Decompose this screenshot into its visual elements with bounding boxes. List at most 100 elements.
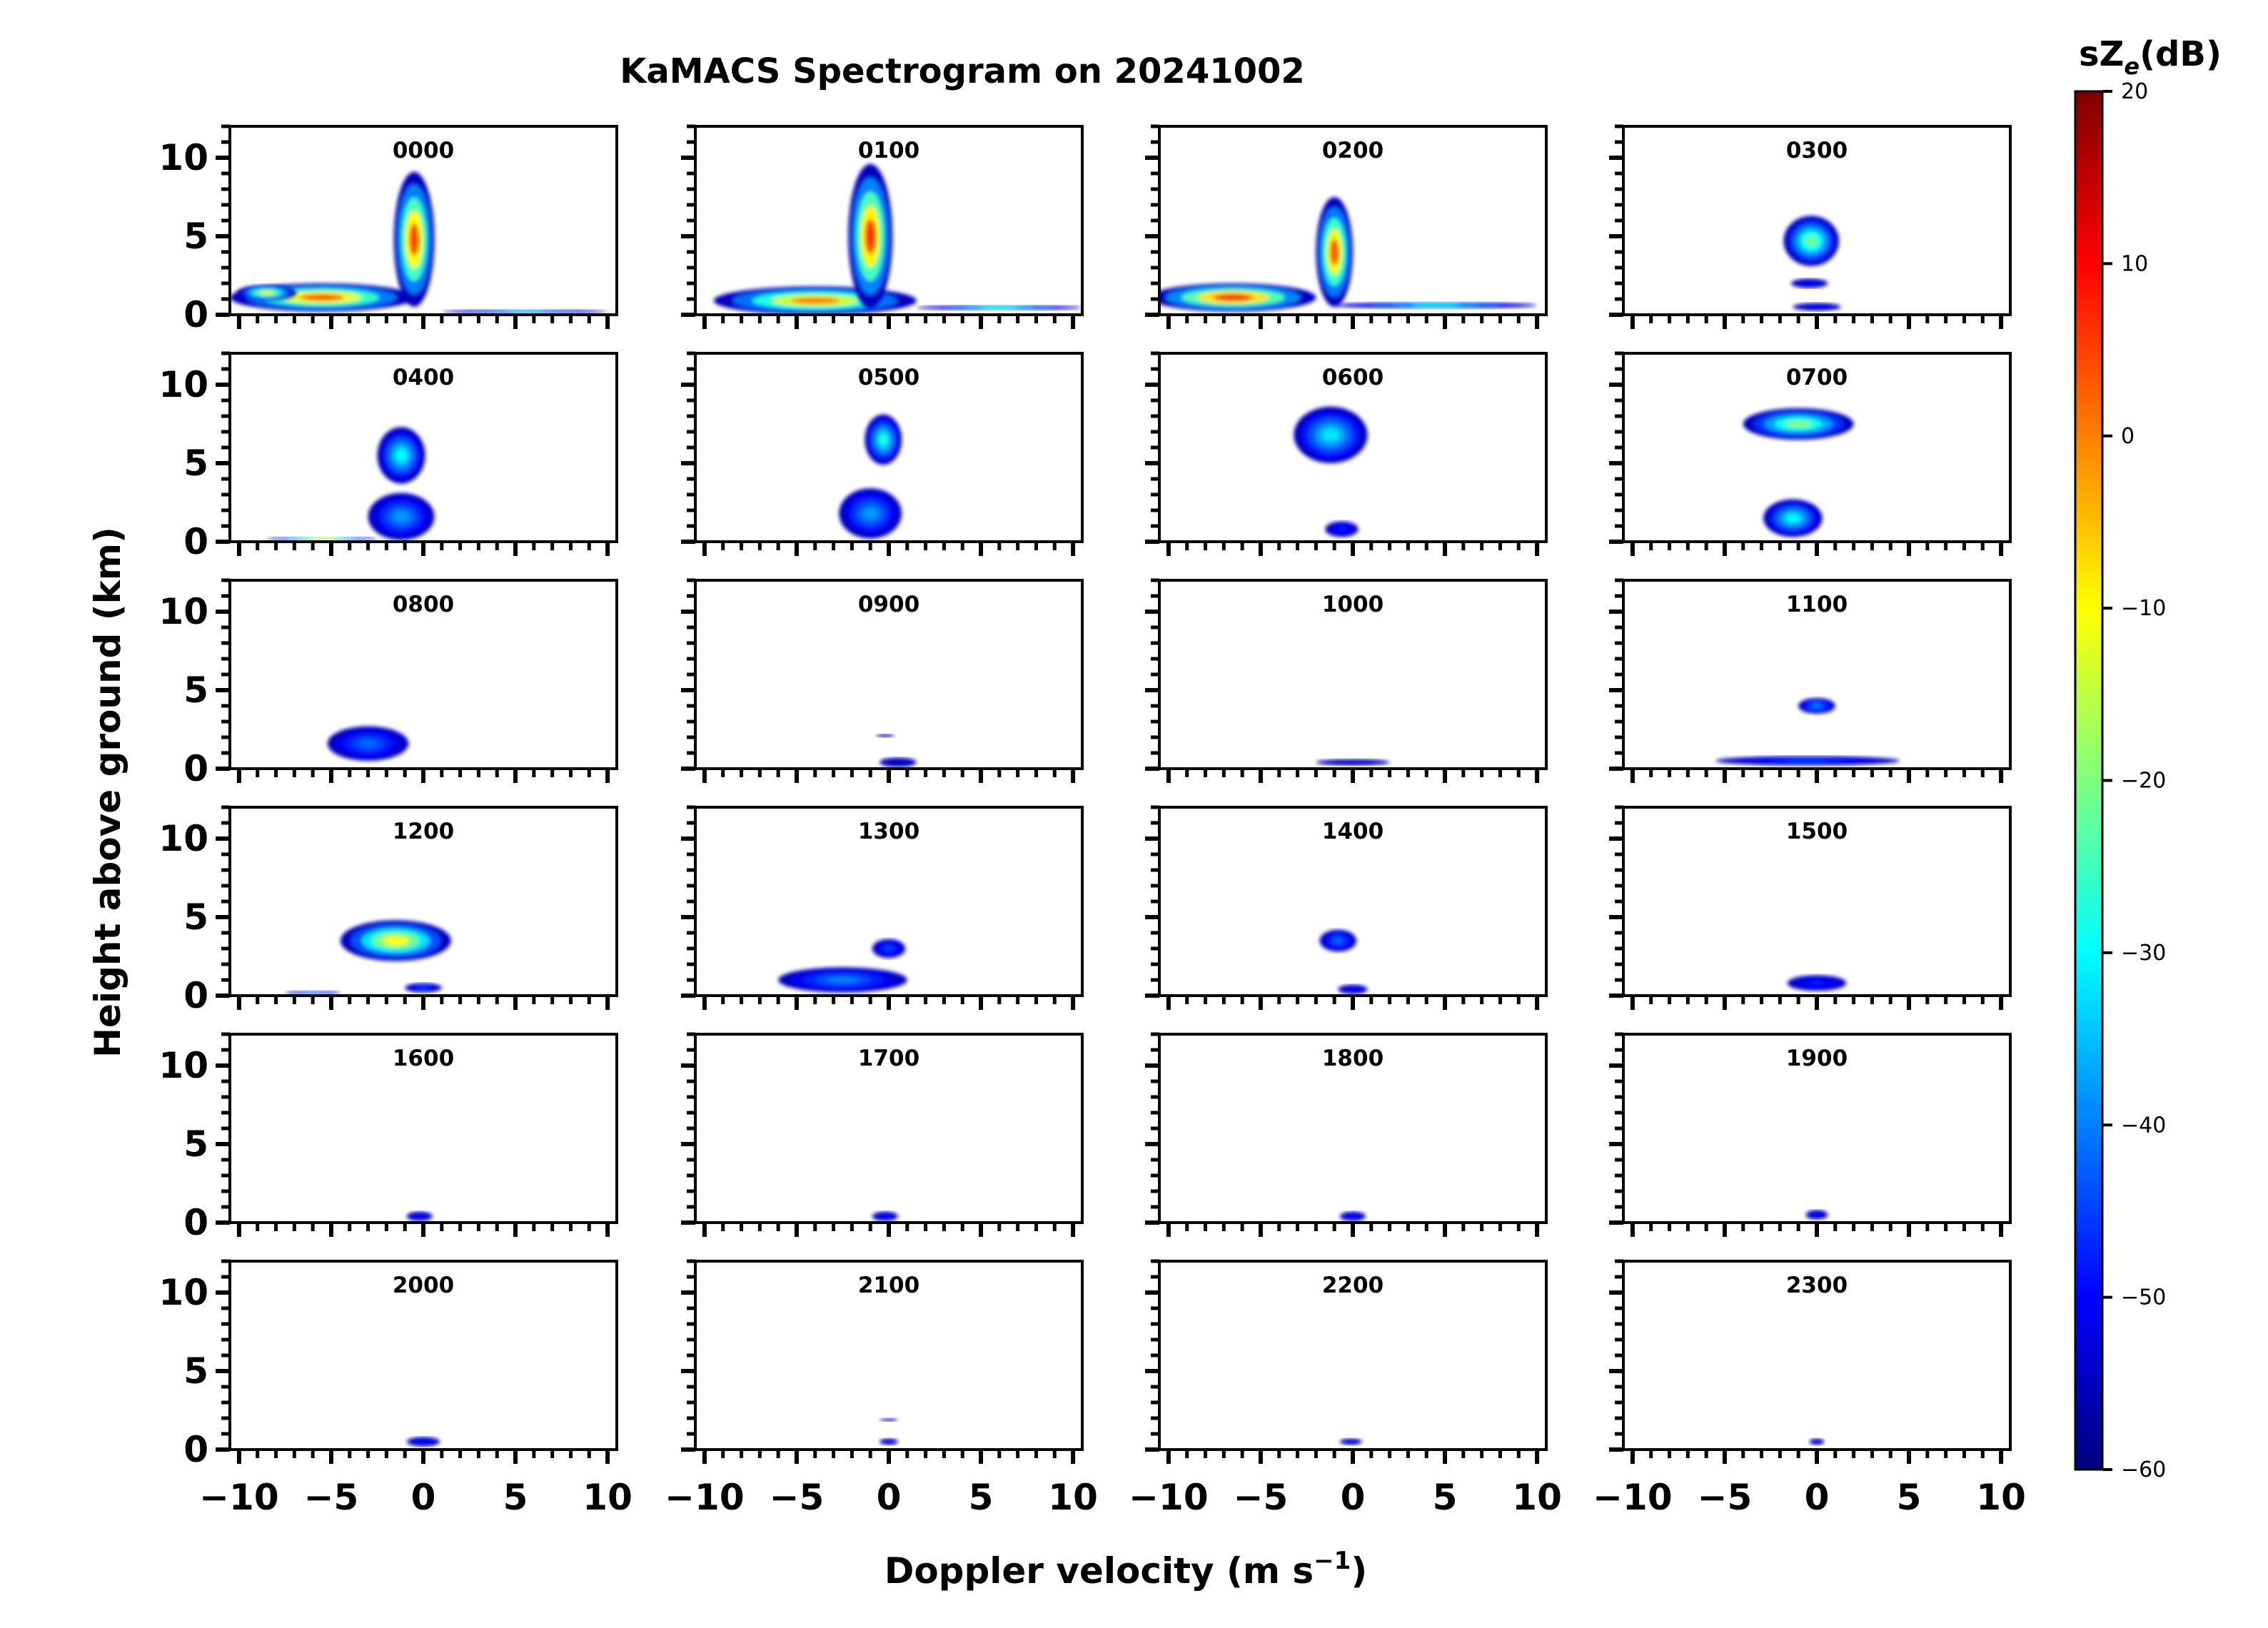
echo-region <box>1715 756 1900 766</box>
echo-region <box>865 414 902 465</box>
panel-time-label: 2200 <box>1322 1273 1384 1298</box>
x-tick-label: 0 <box>1805 1477 1830 1518</box>
panel-time-label: 0800 <box>393 592 454 617</box>
y-tick-label: 5 <box>183 1350 208 1392</box>
panel-data <box>1339 1211 1366 1221</box>
x-axis-label: Doppler velocity (m s−1) <box>884 1547 1367 1592</box>
panel-data <box>406 1437 440 1447</box>
echo-region <box>1316 197 1353 307</box>
echo-region <box>778 967 907 993</box>
panel-time-label: 1700 <box>858 1046 919 1071</box>
panel-0200: 0200 <box>1145 124 1548 329</box>
panel-time-label: 1200 <box>393 819 454 844</box>
panel-data <box>1805 1210 1828 1220</box>
y-tick-label: 10 <box>158 1272 208 1313</box>
echo-level <box>306 991 320 994</box>
panel-data <box>406 1211 433 1221</box>
panel-0400: 0400 0 5 10 <box>158 351 618 562</box>
echo-level <box>1810 981 1824 986</box>
echo-level <box>358 739 378 748</box>
echo-level <box>1812 704 1822 708</box>
panel-data <box>1319 929 1368 994</box>
panel-data <box>872 1211 898 1221</box>
panel-time-label: 0900 <box>858 592 919 617</box>
panel-2200: 2200 −10 −5 0 5 10 <box>1129 1259 1562 1518</box>
echo-region <box>1798 698 1835 714</box>
panel-time-label: 0300 <box>1786 138 1848 163</box>
y-tick-label: 5 <box>183 896 208 938</box>
panel-0100: 0100 <box>681 124 1084 329</box>
echo-level <box>1805 282 1814 285</box>
panel-1100: 1100 <box>1609 578 2012 783</box>
echo-region <box>1339 1211 1366 1221</box>
y-tick-label: 0 <box>183 521 208 562</box>
panel-data <box>778 939 907 993</box>
panel-data <box>880 1418 898 1445</box>
echo-region <box>880 1438 898 1445</box>
x-tick-label: 10 <box>583 1477 632 1518</box>
x-tick-label: 10 <box>1048 1477 1098 1518</box>
echo-region <box>377 427 425 484</box>
echo-region <box>237 285 296 301</box>
panel-data <box>875 734 917 767</box>
echo-level <box>1329 238 1339 266</box>
x-tick-label: 10 <box>1512 1477 1562 1518</box>
x-tick-label: 0 <box>411 1477 436 1518</box>
echo-level <box>882 734 887 737</box>
y-tick-label: 10 <box>158 591 208 632</box>
x-tick-label: −10 <box>1129 1477 1208 1518</box>
panel-data <box>285 920 451 994</box>
y-tick-label: 10 <box>158 1045 208 1086</box>
panel-time-label: 0100 <box>858 138 919 163</box>
echo-level <box>1349 988 1356 991</box>
panel-1200: 1200 0 5 10 <box>158 805 618 1016</box>
echo-level <box>308 537 336 540</box>
echo-region <box>1338 984 1368 994</box>
echo-region <box>405 983 442 993</box>
echo-region <box>393 171 435 307</box>
x-tick-label: −10 <box>199 1477 278 1518</box>
echo-region <box>340 920 451 961</box>
panel-time-label: 0600 <box>1322 365 1384 390</box>
x-tick-label: −5 <box>1234 1477 1289 1518</box>
echo-region <box>327 726 409 761</box>
panel-1800: 1800 <box>1145 1032 1548 1237</box>
x-tick-label: −5 <box>1698 1477 1753 1518</box>
echo-level <box>395 448 408 462</box>
echo-region <box>875 734 894 738</box>
echo-level <box>886 1440 892 1443</box>
echo-region <box>839 488 902 539</box>
echo-level <box>1814 1213 1820 1216</box>
chart-title: KaMACS Spectrogram on 20241002 <box>620 51 1305 91</box>
panel-1600: 1600 0 5 10 <box>158 1032 618 1243</box>
echo-region <box>1294 406 1368 464</box>
colorbar-ticks: 20 10 0 −10 −20 −30 −40 −50 −60 <box>2102 79 2166 1482</box>
echo-level <box>1334 938 1343 944</box>
panel-data <box>1715 698 1900 766</box>
panel-time-label: 2000 <box>393 1273 454 1298</box>
panel-2100: 2100 −10 −5 0 5 10 <box>665 1259 1098 1518</box>
panel-data <box>1159 197 1538 312</box>
panel-0700: 0700 <box>1609 351 2012 556</box>
panel-data <box>1743 408 1854 537</box>
echo-level <box>300 294 345 301</box>
echo-level <box>882 1215 889 1218</box>
echo-level <box>1785 420 1812 428</box>
echo-level <box>505 310 545 313</box>
echo-region <box>368 492 435 540</box>
echo-region <box>1339 1438 1362 1445</box>
echo-level <box>1804 235 1818 248</box>
y-tick-label: 5 <box>183 669 208 711</box>
y-tick-label: 0 <box>183 294 208 335</box>
echo-level <box>1349 1215 1356 1218</box>
panel-0300: 0300 <box>1609 124 2012 329</box>
colorbar-label: sZe(dB) <box>2079 34 2222 80</box>
panel-time-label: 1900 <box>1786 1046 1848 1071</box>
y-tick-label: 0 <box>183 975 208 1016</box>
y-tick-label: 0 <box>183 1429 208 1470</box>
panel-data <box>839 414 902 539</box>
echo-region <box>1743 408 1854 440</box>
panel-time-label: 1600 <box>393 1046 454 1071</box>
